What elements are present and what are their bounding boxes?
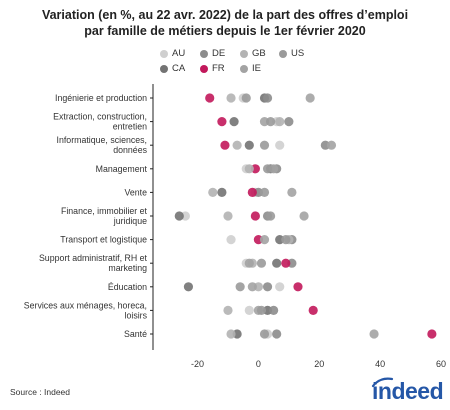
point-gb-finance-immobilier-et-juridique: [223, 211, 233, 221]
point-us-transport-et-logistique: [281, 235, 291, 245]
point-de-education: [262, 282, 273, 292]
point-gb-ingenierie-et-production: [226, 93, 236, 103]
legend-label-ie: IE: [252, 63, 261, 74]
point-ie-informatique-sciences-donnees: [326, 140, 337, 150]
point-au-education: [275, 282, 285, 292]
point-de-ingenierie-et-production: [262, 93, 273, 103]
legend-marker-us: [279, 49, 287, 58]
legend-item-gb: GB: [240, 48, 266, 59]
y-tick-label-informatique-sciences-donnees: Informatique, sciences, données: [57, 135, 148, 155]
legend-item-fr: FR: [200, 63, 225, 74]
y-tick-label-vente: Vente: [124, 187, 147, 197]
source-note: Source : Indeed: [10, 387, 71, 397]
legend-item-ie: IE: [240, 63, 261, 74]
y-tick-label-ingenierie-et-production: Ingénierie et production: [55, 93, 147, 103]
point-gb-management: [244, 164, 254, 174]
legend-label-fr: FR: [212, 63, 225, 74]
legend-marker-gb: [240, 49, 248, 58]
chart-title-line-1: Variation (en %, au 22 avr. 2022) de la …: [41, 8, 409, 22]
point-us-ingenierie-et-production: [241, 93, 251, 103]
point-gb-vente: [208, 187, 218, 197]
point-de-extraction-construction-entretien: [284, 117, 294, 127]
point-de-services-aux-menages-horeca-loisirs: [269, 305, 279, 315]
point-us-finance-immobilier-et-juridique: [265, 211, 276, 221]
point-ie-finance-immobilier-et-juridique: [299, 211, 309, 221]
y-tick-label-transport-et-logistique: Transport et logistique: [60, 235, 147, 245]
legend-item-au: AU: [160, 48, 185, 59]
point-us-vente: [259, 187, 270, 197]
point-ie-sante: [369, 329, 379, 339]
y-tick-label-extraction-construction-entretien: Extraction, construction, entretien: [53, 112, 147, 132]
point-us-services-aux-menages-horeca-loisirs: [256, 305, 267, 315]
x-tick-label-0: 0: [256, 359, 261, 369]
legend-label-de: DE: [212, 48, 226, 59]
point-ca-informatique-sciences-donnees: [244, 140, 254, 150]
point-fr-ingenierie-et-production: [205, 93, 215, 103]
x-tick-label-60: 60: [436, 359, 446, 369]
chart-plot: Ingénierie et production Extraction, cons…: [24, 84, 446, 369]
point-us-informatique-sciences-donnees: [259, 140, 270, 150]
point-ie-vente: [287, 187, 297, 197]
point-fr-support-administratif-rh-et-marketing: [281, 258, 291, 268]
point-ca-support-administratif-rh-et-marketing: [272, 258, 282, 268]
legend-label-us: US: [291, 48, 305, 59]
y-tick-label-management: Management: [96, 164, 148, 174]
legend-label-au: AU: [172, 48, 186, 59]
point-fr-extraction-construction-entretien: [217, 117, 227, 127]
point-gb-extraction-construction-entretien: [275, 117, 285, 127]
point-fr-education: [293, 282, 303, 292]
point-fr-sante: [427, 329, 437, 339]
x-tick-label-minus20: -20: [191, 359, 204, 369]
point-us-education: [235, 282, 245, 292]
point-fr-finance-immobilier-et-juridique: [250, 211, 260, 221]
point-ca-education: [183, 282, 194, 292]
point-us-extraction-construction-entretien: [265, 117, 276, 127]
legend-item-de: DE: [200, 48, 225, 59]
chart-title: Variation (en %, au 22 avr. 2022) de la …: [8, 7, 442, 39]
point-us-support-administratif-rh-et-marketing: [256, 258, 267, 268]
point-fr-vente: [247, 187, 257, 197]
y-tick-label-sante: Santé: [124, 329, 147, 339]
legend-label-gb: GB: [252, 48, 266, 59]
point-au-transport-et-logistique: [226, 235, 236, 245]
legend-marker-ie: [240, 64, 248, 73]
point-fr-services-aux-menages-horeca-loisirs: [308, 305, 318, 315]
legend-marker-ca: [160, 64, 168, 73]
y-tick-label-finance-immobilier-et-juridique: Finance, immobilier et juridique: [61, 206, 148, 226]
point-ie-education: [247, 282, 257, 292]
x-tick-label-20: 20: [314, 359, 324, 369]
legend-label-ca: CA: [172, 63, 186, 74]
point-gb-informatique-sciences-donnees: [232, 140, 242, 150]
point-ie-ingenierie-et-production: [305, 93, 315, 103]
point-ca-extraction-construction-entretien: [229, 117, 239, 127]
point-de-sante: [272, 329, 282, 339]
y-tick-label-support-administratif-rh-et-marketing: Support administratif, RH et marketing: [39, 253, 148, 273]
legend-marker-fr: [200, 64, 208, 73]
logo-text: indeed: [372, 378, 444, 404]
x-tick-label-40: 40: [375, 359, 385, 369]
logo-arc-icon: [371, 377, 394, 388]
y-tick-label-services-aux-menages-horeca-loisirs: Services aux ménages, horeca, loisirs: [24, 300, 148, 320]
chart-title-line-2: par famille de métiers depuis le 1er fév…: [84, 24, 366, 38]
point-fr-informatique-sciences-donnees: [220, 140, 230, 150]
legend-item-ca: CA: [160, 63, 185, 74]
chart-legend: AU DE GB US CA FR IE: [160, 48, 310, 78]
point-au-services-aux-menages-horeca-loisirs: [244, 305, 254, 315]
indeed-logo: indeed: [368, 376, 448, 406]
point-ie-support-administratif-rh-et-marketing: [244, 258, 254, 268]
point-ie-transport-et-logistique: [259, 235, 270, 245]
legend-marker-de: [200, 49, 208, 58]
point-ca-finance-immobilier-et-juridique: [174, 211, 184, 221]
point-gb-services-aux-menages-horeca-loisirs: [223, 305, 233, 315]
point-ca-vente: [217, 187, 227, 197]
point-us-management: [262, 164, 273, 174]
legend-marker-au: [160, 49, 168, 58]
legend-item-us: US: [279, 48, 304, 59]
y-tick-label-education: Éducation: [108, 282, 147, 292]
point-au-informatique-sciences-donnees: [275, 140, 285, 150]
point-us-sante: [259, 329, 270, 339]
point-gb-sante: [226, 329, 236, 339]
